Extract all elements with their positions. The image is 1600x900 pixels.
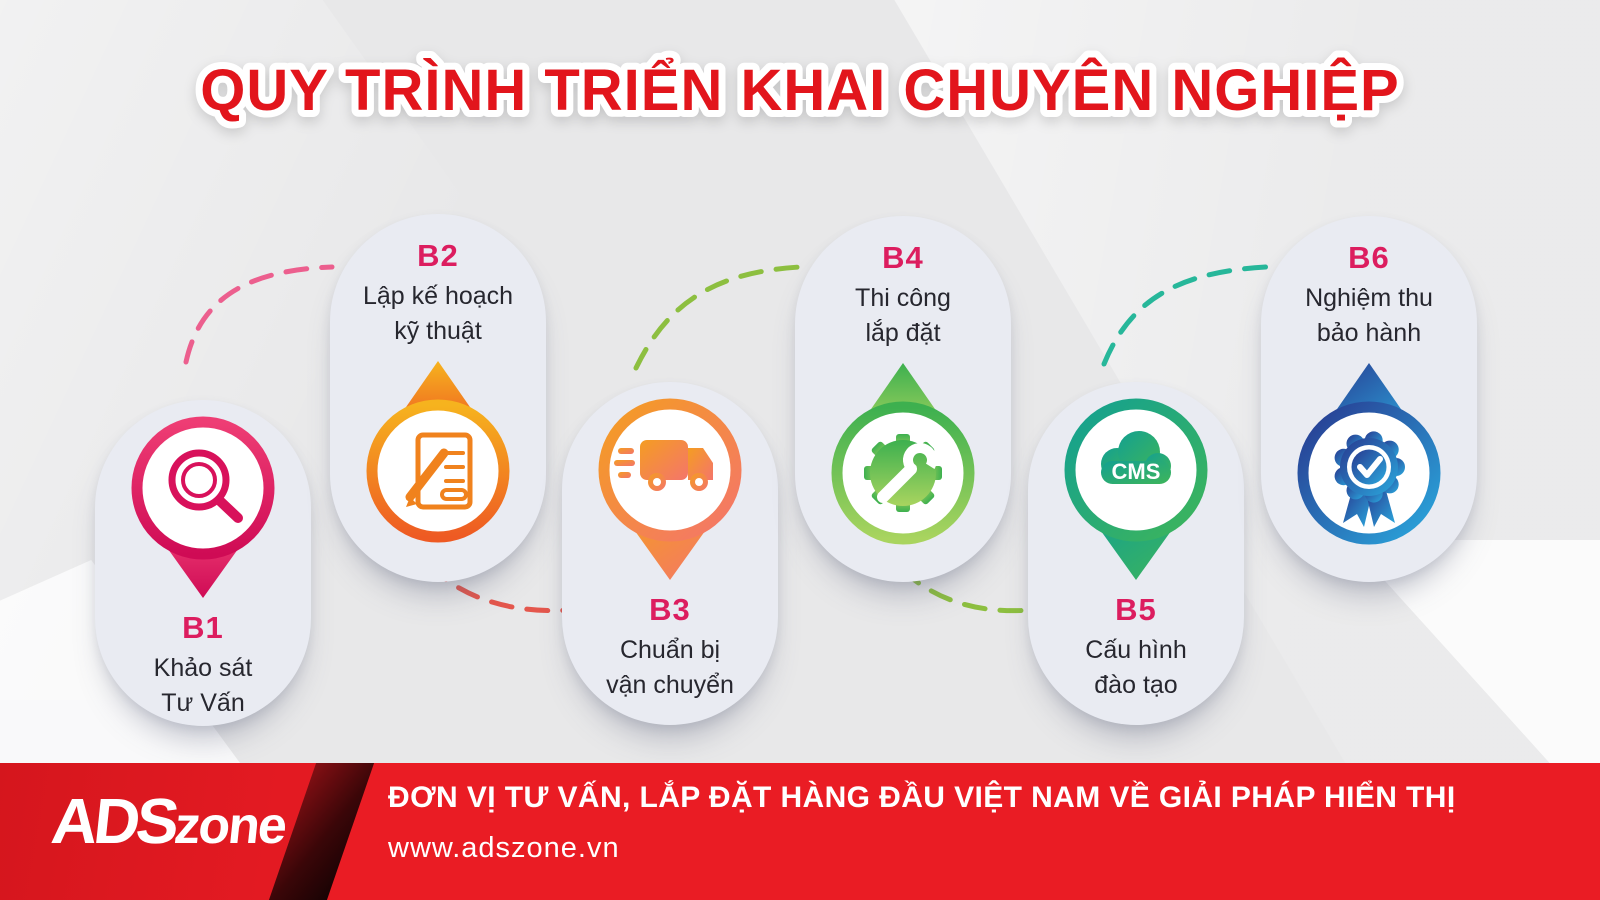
connector-b5-b6	[1101, 264, 1269, 367]
gear-wrench-icon	[823, 353, 983, 553]
adszone-logo: ADSzone	[48, 785, 289, 857]
footer-text: ĐƠN VỊ TƯ VẤN, LẮP ĐẶT HÀNG ĐẦU VIỆT NAM…	[388, 781, 1456, 865]
step-number: B2	[417, 238, 459, 273]
plan-document-icon	[358, 351, 518, 551]
cms-cloud-icon: CMS	[1056, 390, 1216, 590]
step-card-b5: CMS B5 Cấu hình đào tạo	[1028, 382, 1244, 725]
footer: ADSzone ĐƠN VỊ TƯ VẤN, LẮP ĐẶT HÀNG ĐẦU …	[0, 763, 1600, 900]
step-label: Lập kế hoạch kỹ thuật	[362, 282, 514, 345]
svg-text:CMS: CMS	[1112, 459, 1161, 484]
footer-logo-area	[0, 763, 330, 900]
step-card-b2: B2 Lập kế hoạch kỹ thuật	[330, 214, 546, 582]
step-card-b1: B1 Khảo sát Tư Vấn	[95, 400, 311, 726]
magnifier-icon	[123, 408, 283, 608]
step-number: B4	[882, 240, 924, 275]
step-label: Nghiệm thu bảo hành	[1305, 284, 1433, 347]
step-number: B6	[1348, 240, 1390, 275]
step-label: Chuẩn bị vận chuyển	[606, 636, 734, 699]
warranty-badge-icon	[1289, 353, 1449, 553]
connector-b3-b4	[633, 264, 803, 371]
step-card-b4: B4 Thi công lắp đặt	[795, 216, 1011, 582]
step-number: B5	[1115, 592, 1157, 627]
step-label: Khảo sát Tư Vấn	[153, 654, 253, 717]
svg-text:QUY TRÌNH TRIỂN KHAI CHUYÊN NG: QUY TRÌNH TRIỂN KHAI CHUYÊN NGHIỆP	[200, 58, 1399, 123]
step-card-b6: B6 Nghiệm thu bảo hành	[1261, 216, 1477, 582]
step-card-b3: B3 Chuẩn bị vận chuyển	[562, 382, 778, 725]
footer-website: www.adszone.vn	[388, 832, 620, 864]
step-number: B3	[649, 592, 691, 627]
connector-b1-b2	[183, 264, 335, 365]
footer-tagline: ĐƠN VỊ TƯ VẤN, LẮP ĐẶT HÀNG ĐẦU VIỆT NAM…	[388, 781, 1456, 814]
step-label: Thi công lắp đặt	[855, 284, 951, 347]
step-label: Cấu hình đào tạo	[1085, 636, 1187, 699]
delivery-truck-icon	[590, 390, 750, 590]
page-title: QUY TRÌNH TRIỂN KHAI CHUYÊN NGHIỆP	[193, 51, 1405, 130]
step-number: B1	[182, 610, 224, 645]
